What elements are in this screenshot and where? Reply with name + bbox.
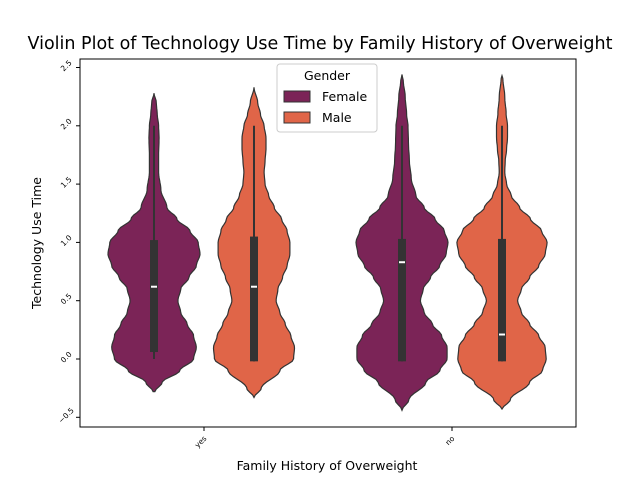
legend-swatch-female (283, 90, 311, 103)
x-axis: yes no (193, 427, 457, 450)
violin-female-no (355, 74, 449, 412)
y-tick-label: −0.5 (57, 406, 76, 425)
x-axis-label: Family History of Overweight (237, 458, 418, 473)
legend-label-female: Female (322, 89, 368, 104)
chart-title: Violin Plot of Technology Use Time by Fa… (28, 34, 613, 54)
legend-title: Gender (304, 68, 351, 83)
y-tick-label: 1.0 (59, 233, 74, 248)
violin-male-no (456, 73, 548, 411)
violin-iqr-box (250, 236, 258, 362)
legend: Gender Female Male (276, 63, 378, 133)
violin-iqr-box (150, 240, 158, 353)
y-tick-label: 1.5 (59, 175, 74, 190)
y-tick-label: 2.0 (59, 116, 74, 131)
legend-label-male: Male (322, 110, 352, 125)
legend-swatch-male (283, 111, 311, 124)
y-axis-label: Technology Use Time (29, 177, 44, 310)
x-tick-label: no (443, 434, 456, 447)
y-tick-label: 0.5 (59, 291, 74, 306)
violin-layer (107, 73, 548, 412)
y-tick-label: 2.5 (59, 58, 74, 73)
y-axis: −0.5 0.0 0.5 1.0 1.5 2.0 2.5 (57, 58, 80, 425)
violin-iqr-box (498, 238, 506, 362)
x-tick-label: yes (193, 434, 209, 450)
violin-female-yes (107, 93, 201, 393)
violin-male-yes (212, 87, 296, 399)
violin-iqr-box (398, 238, 406, 362)
y-tick-label: 0.0 (59, 350, 74, 365)
